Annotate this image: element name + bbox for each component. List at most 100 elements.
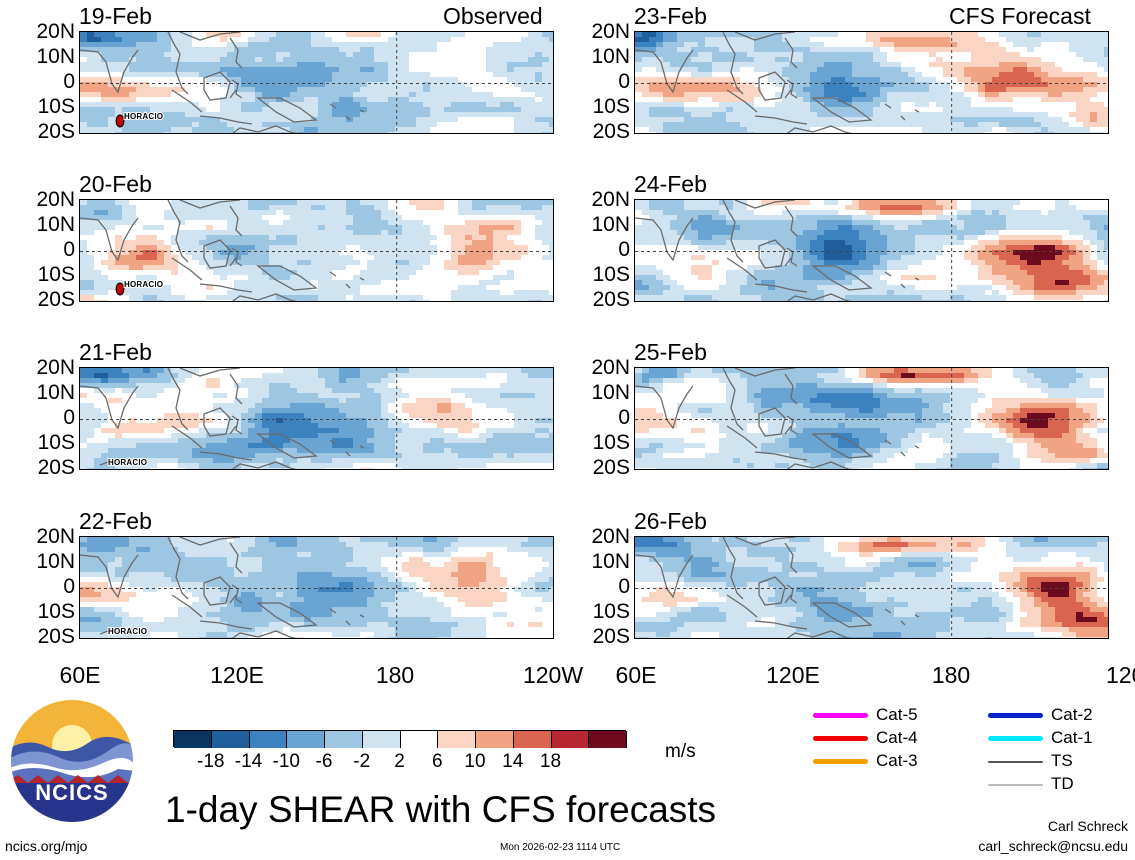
- shear-cell: [87, 403, 95, 409]
- shear-cell: [129, 107, 137, 113]
- shear-cell: [486, 220, 494, 226]
- shear-cell: [367, 255, 375, 261]
- shear-cell: [507, 127, 515, 133]
- shear-cell: [94, 280, 102, 286]
- shear-cell: [283, 62, 291, 68]
- shear-cell: [479, 260, 487, 266]
- shear-cell: [465, 300, 473, 301]
- shear-cell: [374, 205, 382, 211]
- shear-cell: [220, 582, 228, 588]
- shear-cell: [325, 418, 333, 424]
- shear-cell: [206, 255, 214, 261]
- shear-cell: [220, 285, 228, 291]
- shear-cell: [283, 448, 291, 454]
- shear-cell: [206, 112, 214, 118]
- shear-cell: [395, 290, 403, 296]
- shear-cell: [262, 393, 270, 399]
- shear-cell: [297, 87, 305, 93]
- shear-cell: [514, 112, 522, 118]
- shear-cell: [304, 265, 312, 271]
- shear-cell: [220, 562, 228, 568]
- shear-cell: [549, 205, 553, 211]
- shear-cell: [409, 117, 417, 123]
- shear-cell: [346, 572, 354, 578]
- shear-cell: [178, 453, 186, 459]
- shear-cell: [283, 403, 291, 409]
- shear-cell: [234, 240, 242, 246]
- shear-cell: [241, 413, 249, 419]
- shear-cell: [500, 57, 508, 63]
- shear-cell: [129, 42, 137, 48]
- shear-cell: [374, 260, 382, 266]
- shear-cell: [255, 117, 263, 123]
- shear-cell: [528, 408, 536, 414]
- shear-cell: [101, 87, 109, 93]
- shear-cell: [290, 577, 298, 583]
- shear-cell: [528, 42, 536, 48]
- shear-cell: [115, 200, 123, 206]
- shear-cell: [220, 87, 228, 93]
- shear-cell: [157, 468, 165, 469]
- shear-cell: [248, 200, 256, 206]
- shear-cell: [451, 300, 459, 301]
- shear-cell: [178, 42, 186, 48]
- shear-cell: [507, 52, 515, 58]
- shear-cell: [178, 240, 186, 246]
- shear-cell: [234, 205, 242, 211]
- shear-cell: [318, 42, 326, 48]
- shear-cell: [402, 122, 410, 128]
- shear-cell: [479, 378, 487, 384]
- shear-cell: [472, 82, 480, 88]
- shear-cell: [143, 368, 151, 374]
- shear-cell: [493, 255, 501, 261]
- shear-cell: [199, 215, 207, 221]
- shear-cell: [486, 552, 494, 558]
- shear-cell: [262, 300, 270, 301]
- shear-cell: [507, 403, 515, 409]
- shear-cell: [339, 280, 347, 286]
- shear-cell: [164, 82, 172, 88]
- shear-cell: [199, 270, 207, 276]
- shear-cell: [549, 42, 553, 48]
- shear-cell: [409, 240, 417, 246]
- shear-cell: [269, 388, 277, 394]
- shear-cell: [500, 448, 508, 454]
- shear-cell: [290, 265, 298, 271]
- shear-cell: [451, 215, 459, 221]
- shear-cell: [262, 117, 270, 123]
- shear-cell: [507, 413, 515, 419]
- shear-cell: [192, 127, 200, 133]
- shear-cell: [451, 87, 459, 93]
- shear-cell: [507, 378, 515, 384]
- shear-cell: [465, 537, 473, 543]
- shear-cell: [430, 383, 438, 389]
- shear-cell: [318, 368, 326, 374]
- shear-cell: [150, 52, 158, 58]
- shear-cell: [150, 433, 158, 439]
- shear-cell: [192, 62, 200, 68]
- shear-cell: [248, 290, 256, 296]
- shear-cell: [101, 62, 109, 68]
- shear-cell: [241, 378, 249, 384]
- shear-cell: [507, 200, 515, 206]
- shear-cell: [374, 245, 382, 251]
- shear-cell: [507, 285, 515, 291]
- shear-cell: [430, 255, 438, 261]
- shear-cell: [437, 72, 445, 78]
- shear-cell: [451, 373, 459, 379]
- shear-cell: [255, 260, 263, 266]
- shear-cell: [248, 67, 256, 73]
- shear-cell: [388, 42, 396, 48]
- shear-cell: [94, 542, 102, 548]
- shear-cell: [395, 117, 403, 123]
- shear-cell: [255, 97, 263, 103]
- shear-cell: [213, 567, 221, 573]
- shear-cell: [325, 205, 333, 211]
- shear-cell: [493, 200, 501, 206]
- shear-cell: [451, 468, 459, 469]
- shear-cell: [346, 468, 354, 469]
- shear-cell: [388, 235, 396, 241]
- shear-cell: [311, 235, 319, 241]
- shear-cell: [346, 567, 354, 573]
- shear-cell: [542, 443, 550, 449]
